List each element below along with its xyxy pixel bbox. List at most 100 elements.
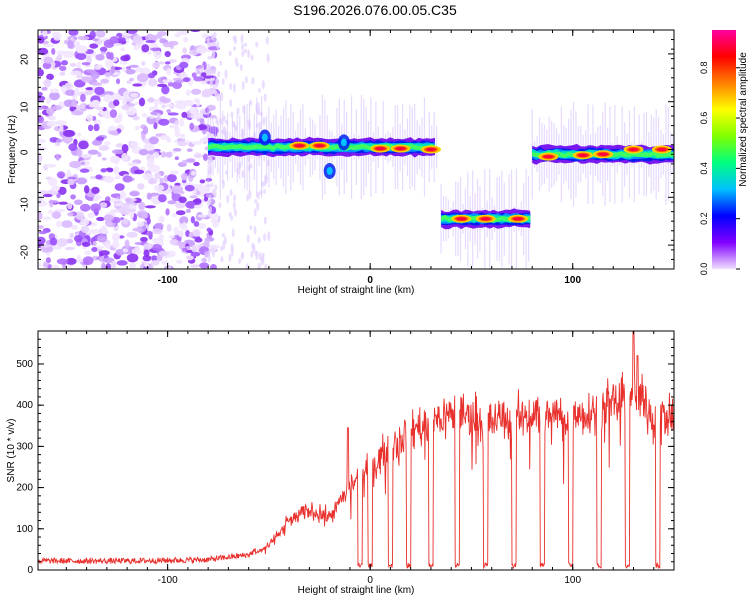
noise-blob — [185, 230, 190, 238]
noise-blob — [197, 214, 208, 218]
noise-blob — [49, 237, 58, 246]
noise-blob — [241, 80, 245, 90]
noise-blob — [158, 215, 165, 223]
noise-blob — [265, 36, 269, 45]
noise-blob — [38, 262, 42, 268]
noise-blob — [80, 225, 90, 234]
noise-blob — [76, 75, 84, 79]
noise-blob — [207, 254, 211, 263]
noise-blob — [176, 259, 183, 264]
noise-blob — [179, 61, 189, 69]
noise-blob — [70, 224, 78, 230]
noise-blob — [150, 255, 158, 262]
noise-blob — [199, 262, 210, 269]
peak-core — [543, 155, 554, 159]
x-tick-label: -100 — [158, 575, 178, 586]
noise-blob — [59, 72, 66, 76]
noise-blob — [208, 249, 212, 254]
noise-blob — [103, 175, 115, 183]
noise-blob — [112, 240, 120, 249]
noise-blob — [193, 76, 204, 82]
noise-blob — [113, 43, 123, 47]
noise-blob — [100, 168, 108, 173]
signal-feature — [261, 133, 268, 142]
colorbar — [712, 30, 736, 269]
noise-blob — [250, 250, 254, 258]
noise-blob — [215, 77, 219, 87]
noise-blob — [80, 161, 86, 165]
noise-blob — [249, 225, 253, 230]
noise-blob — [244, 76, 248, 84]
noise-blob — [64, 246, 75, 251]
noise-blob — [90, 82, 103, 86]
noise-blob — [263, 216, 267, 225]
noise-blob — [167, 250, 176, 258]
noise-blob — [217, 215, 221, 223]
noise-blob — [61, 220, 73, 228]
noise-blob — [165, 151, 173, 158]
noise-blob — [68, 30, 79, 36]
noise-blob — [228, 211, 232, 218]
noise-blob — [262, 116, 266, 126]
noise-blob — [167, 82, 174, 87]
noise-blob — [66, 169, 72, 177]
noise-blob — [86, 114, 93, 122]
noise-blob — [183, 77, 191, 83]
noise-blob — [126, 253, 139, 263]
noise-blob — [68, 143, 78, 152]
noise-blob — [174, 103, 183, 109]
noise-blob — [46, 97, 51, 105]
noise-blob — [117, 37, 126, 42]
noise-blob — [148, 136, 159, 145]
noise-blob — [233, 194, 237, 202]
noise-blob — [145, 205, 156, 209]
noise-blob — [165, 104, 176, 108]
signal-feature — [326, 167, 333, 176]
noise-blob — [87, 212, 96, 219]
noise-blob — [266, 53, 270, 63]
noise-blob — [56, 171, 66, 179]
noise-blob — [182, 247, 188, 252]
noise-blob — [179, 118, 185, 127]
noise-blob — [141, 44, 150, 53]
noise-blob — [140, 236, 148, 243]
noise-blob — [100, 225, 107, 234]
noise-blob — [75, 52, 87, 61]
noise-blob — [169, 239, 179, 245]
noise-blob — [125, 68, 136, 75]
noise-blob — [132, 83, 143, 87]
noise-blob — [182, 221, 187, 230]
noise-blob — [142, 254, 152, 262]
noise-blob — [142, 125, 149, 135]
noise-blob — [197, 123, 207, 131]
noise-blob — [175, 79, 185, 83]
noise-blob — [175, 210, 186, 216]
noise-blob — [233, 208, 237, 217]
noise-blob — [75, 211, 85, 220]
noise-blob — [56, 258, 69, 265]
noise-blob — [38, 196, 43, 203]
noise-blob — [202, 153, 209, 161]
noise-blob — [153, 122, 158, 130]
noise-blob — [55, 120, 68, 126]
noise-blob — [207, 210, 211, 218]
noise-blob — [236, 62, 240, 67]
noise-blob — [171, 185, 184, 193]
noise-blob — [58, 201, 68, 205]
noise-blob — [121, 98, 127, 106]
noise-blob — [59, 65, 67, 71]
noise-blob — [161, 85, 170, 95]
noise-blob — [185, 208, 192, 214]
noise-blob — [43, 56, 54, 64]
noise-blob — [38, 36, 45, 44]
noise-blob — [65, 257, 77, 265]
noise-blob — [42, 261, 49, 268]
noise-blob — [223, 236, 227, 245]
noise-blob — [251, 77, 255, 85]
noise-blob — [43, 43, 55, 48]
noise-blob — [78, 104, 85, 109]
noise-blob — [121, 104, 130, 111]
noise-blob — [48, 115, 57, 121]
noise-blob — [104, 59, 114, 68]
noise-blob — [98, 250, 110, 256]
